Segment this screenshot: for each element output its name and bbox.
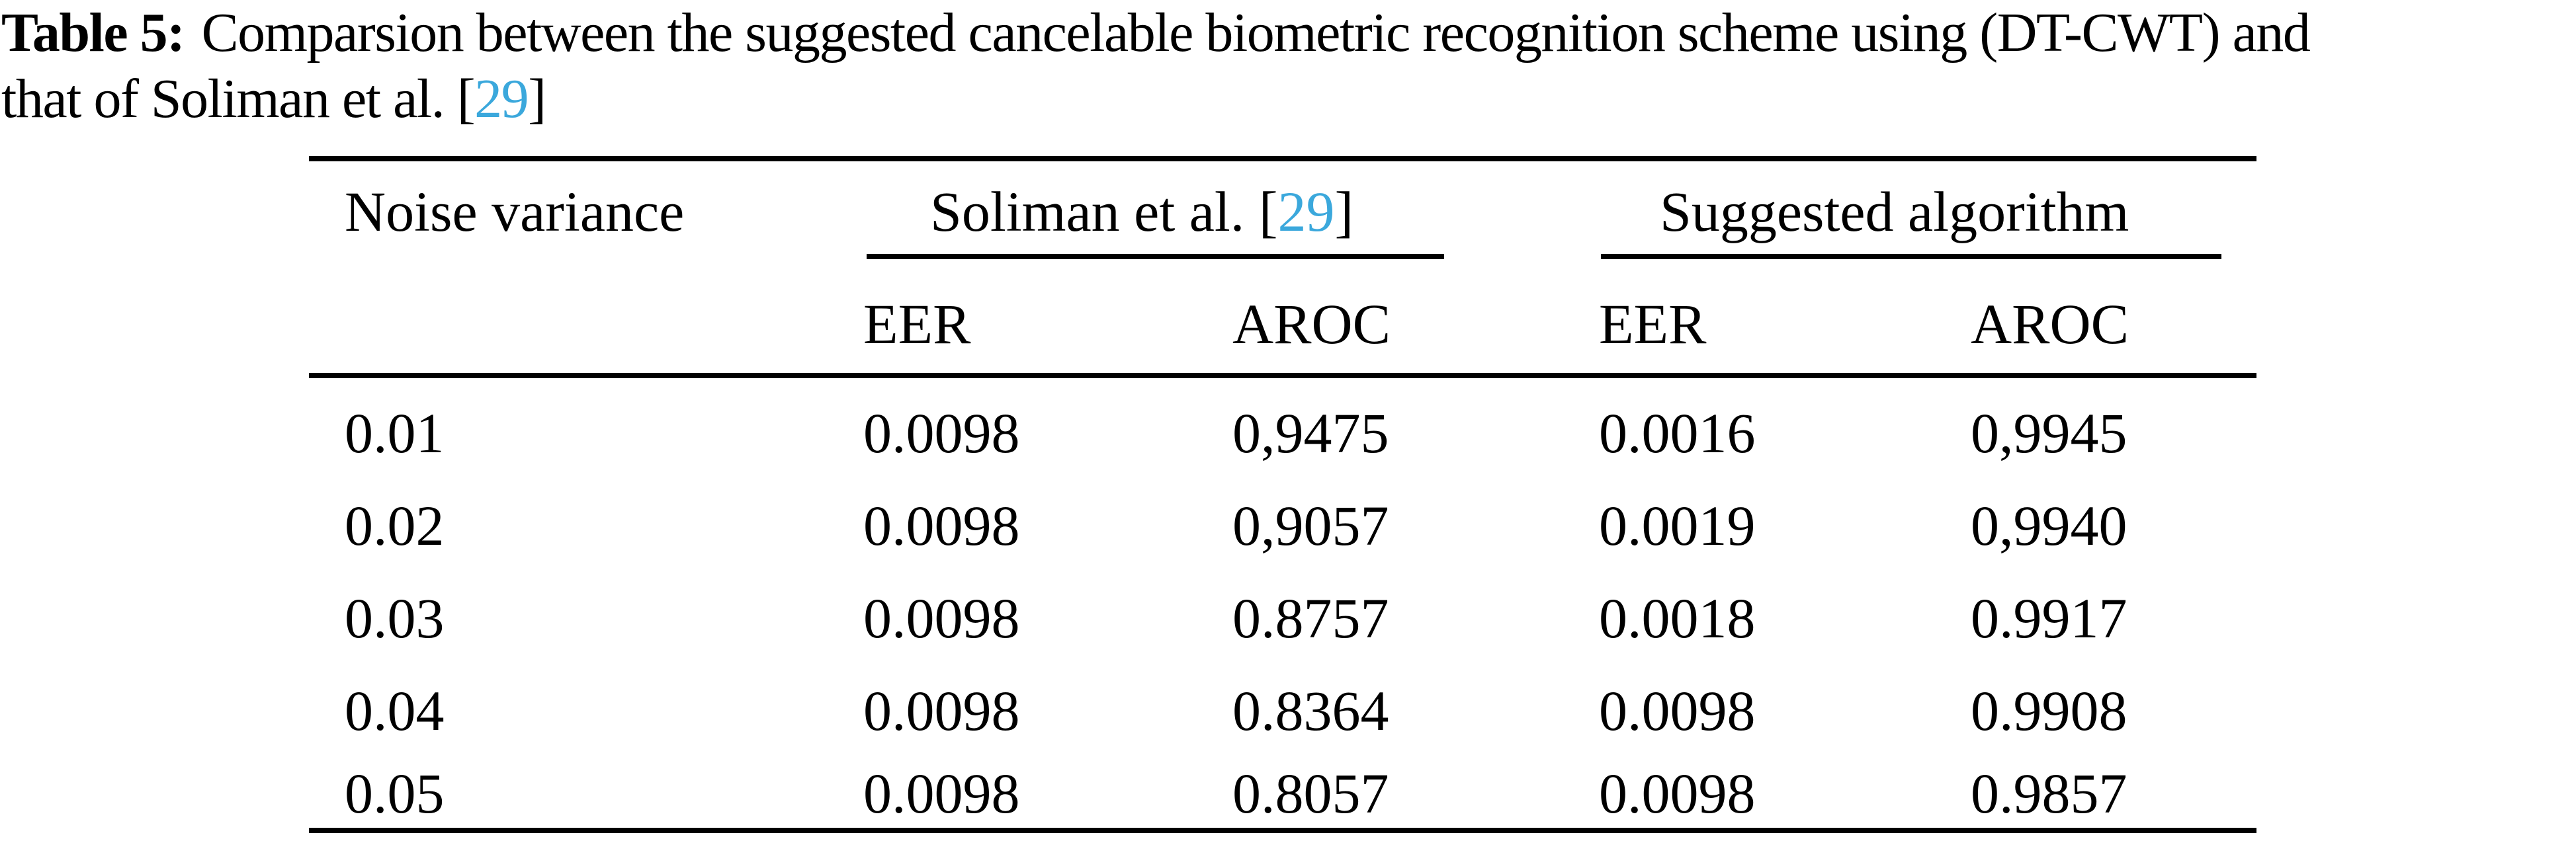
group-header-soliman-text: Soliman et al. [930, 180, 1259, 243]
group-citation-bracket-open: [ [1258, 180, 1278, 243]
soliman-aroc-cell: 0.8364 [1232, 679, 1389, 742]
soliman-aroc-cell: 0.8057 [1232, 762, 1389, 825]
table-caption-line-1: Table 5: Comparsion between the suggested… [1, 0, 2311, 66]
table-caption-line-2: that of Soliman et al. [29] [1, 66, 546, 132]
noise-variance-cell: 0.01 [345, 401, 445, 465]
suggested-eer-cell: 0.0016 [1599, 401, 1756, 465]
subheader-soliman-aroc: AROC [1232, 292, 1391, 356]
suggested-aroc-cell: 0,9940 [1971, 494, 2127, 557]
suggested-eer-cell: 0.0098 [1599, 762, 1756, 825]
noise-variance-cell: 0.04 [345, 679, 445, 742]
citation-link-29[interactable]: 29 [474, 68, 529, 130]
group-citation-link-29[interactable]: 29 [1277, 180, 1335, 243]
caption-text-continued: that of Soliman et al. [1, 68, 457, 130]
noise-variance-cell: 0.05 [345, 762, 445, 825]
soliman-eer-cell: 0.0098 [863, 401, 1020, 465]
caption-table-number: Table 5: [1, 2, 185, 63]
citation-bracket-close: ] [528, 68, 546, 130]
soliman-eer-cell: 0.0098 [863, 586, 1020, 650]
citation-bracket-open: [ [456, 68, 476, 130]
caption-text: Comparsion between the suggested cancela… [201, 2, 2311, 63]
subheader-suggested-aroc: AROC [1971, 292, 2129, 356]
soliman-eer-cell: 0.0098 [863, 679, 1020, 742]
soliman-group-underline [867, 254, 1444, 259]
suggested-aroc-cell: 0,9945 [1971, 401, 2127, 465]
group-header-soliman: Soliman et al. [29] [930, 169, 1353, 255]
soliman-aroc-cell: 0.8757 [1232, 586, 1389, 650]
noise-variance-cell: 0.02 [345, 494, 445, 557]
group-header-suggested: Suggested algorithm [1660, 180, 2129, 243]
suggested-group-underline [1601, 254, 2221, 259]
table-bottom-rule [309, 828, 2256, 833]
table-top-rule [309, 156, 2256, 161]
soliman-aroc-cell: 0,9057 [1232, 494, 1389, 557]
suggested-eer-cell: 0.0019 [1599, 494, 1756, 557]
subheader-suggested-eer: EER [1599, 292, 1707, 356]
column-header-noise-variance: Noise variance [345, 180, 685, 243]
soliman-aroc-cell: 0,9475 [1232, 401, 1389, 465]
soliman-eer-cell: 0.0098 [863, 762, 1020, 825]
subheader-soliman-eer: EER [863, 292, 971, 356]
soliman-eer-cell: 0.0098 [863, 494, 1020, 557]
table-header-rule [309, 373, 2256, 378]
group-citation-bracket-close: ] [1334, 180, 1354, 243]
suggested-aroc-cell: 0.9857 [1971, 762, 2127, 825]
suggested-aroc-cell: 0.9917 [1971, 586, 2127, 650]
suggested-aroc-cell: 0.9908 [1971, 679, 2127, 742]
suggested-eer-cell: 0.0098 [1599, 679, 1756, 742]
suggested-eer-cell: 0.0018 [1599, 586, 1756, 650]
noise-variance-cell: 0.03 [345, 586, 445, 650]
